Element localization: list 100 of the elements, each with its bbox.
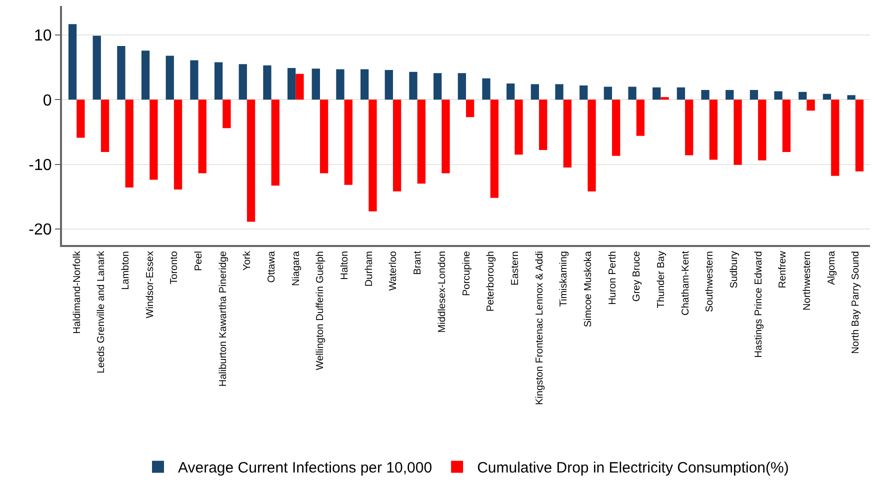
- bar: [750, 90, 758, 100]
- bar: [555, 84, 564, 100]
- x-tick-label: Peel: [194, 251, 205, 272]
- bar: [466, 100, 474, 118]
- bar: [344, 100, 352, 185]
- bar: [263, 65, 272, 100]
- bar: [604, 86, 612, 100]
- bar: [117, 46, 126, 100]
- bar: [222, 100, 231, 128]
- bar: [320, 100, 328, 174]
- x-tick-label: Ottawa: [266, 250, 278, 283]
- bar: [806, 100, 815, 111]
- bar: [652, 87, 661, 100]
- x-tick-label: Northwestern: [802, 251, 813, 310]
- bar: [563, 100, 572, 168]
- bar: [214, 62, 223, 100]
- x-tick-label: Toronto: [169, 250, 180, 284]
- bar: [384, 70, 393, 100]
- x-tick-label: Southwestern: [704, 251, 716, 312]
- x-tick-label: Hastings Prince Edward: [753, 251, 764, 358]
- x-tick-label: Grey Bruce: [632, 250, 643, 302]
- x-tick-label: Peterborough: [486, 251, 497, 312]
- x-tick-label: Durham: [364, 251, 375, 287]
- bar: [676, 87, 686, 100]
- bar: [238, 64, 247, 100]
- x-tick-label: Haldimand-Norfolk: [72, 250, 83, 334]
- x-tick-label: Lambton: [120, 251, 132, 290]
- bar: [782, 100, 791, 152]
- y-tick-label: 10: [34, 28, 52, 45]
- x-tick-label: Kingston Frontenac Lennox & Addi: [534, 251, 546, 405]
- bar: [442, 100, 450, 174]
- bar: [822, 94, 832, 100]
- bar: [831, 100, 840, 176]
- legend-label: Average Current Infections per 10,000: [178, 460, 432, 477]
- bar: [296, 74, 304, 100]
- bar: [798, 92, 807, 100]
- bar: [530, 84, 540, 100]
- bar: [141, 50, 150, 100]
- y-tick-label: -10: [28, 156, 52, 174]
- bar: [392, 100, 402, 192]
- bar: [701, 90, 710, 100]
- x-tick-label: Brant: [412, 250, 424, 275]
- bar: [458, 73, 466, 100]
- bar: [490, 100, 498, 198]
- bar: [636, 100, 645, 136]
- x-tick-label: Renfrew: [778, 250, 789, 288]
- x-tick-label: Waterloo: [388, 250, 400, 291]
- bar: [198, 100, 206, 174]
- bar: [368, 100, 377, 212]
- bar: [174, 100, 182, 190]
- bar: [847, 95, 856, 100]
- x-tick-label: Timiskaming: [558, 251, 570, 307]
- bar: [685, 100, 694, 156]
- x-tick-label: Algoma: [826, 250, 838, 285]
- bar: [68, 24, 77, 100]
- bar: [734, 100, 742, 165]
- bar: [506, 84, 515, 100]
- bar: [287, 68, 296, 100]
- bar: [125, 100, 134, 188]
- x-tick-label: Thunder Bay: [656, 251, 667, 308]
- bar: [774, 91, 782, 100]
- x-tick-label: Wellington Dufferin Guelph: [315, 251, 326, 370]
- bar: [360, 69, 369, 100]
- x-tick-label: Chatham-Kent: [680, 250, 692, 316]
- bar: [336, 69, 344, 100]
- bar: [100, 100, 110, 152]
- bar: [482, 78, 490, 100]
- bar: [628, 86, 636, 100]
- bar: [539, 100, 548, 150]
- bar: [726, 90, 734, 100]
- x-tick-label: Middlesex-London: [436, 251, 448, 333]
- bar: [612, 100, 620, 156]
- x-tick-label: North Bay Parry Sound: [850, 251, 862, 354]
- x-tick-label: Haliburton Kawartha Pineridge: [218, 250, 229, 387]
- x-tick-label: Halton: [340, 251, 351, 280]
- bar: [580, 85, 588, 100]
- bar: [417, 100, 426, 184]
- bar: [92, 36, 101, 100]
- x-tick-label: Porcupine: [461, 250, 472, 296]
- bar: [271, 100, 280, 186]
- bar: [190, 60, 198, 100]
- bar: [855, 100, 864, 172]
- x-tick-label: Sudbury: [728, 251, 740, 288]
- x-tick-label: Leeds Grenville and Lanark: [96, 250, 108, 374]
- legend-label: Cumulative Drop in Electricity Consumption(%): [477, 460, 789, 477]
- x-tick-label: Huron Perth: [607, 251, 618, 305]
- bar: [150, 100, 158, 180]
- bar: [514, 100, 523, 155]
- bar: [312, 68, 320, 100]
- bar: [409, 72, 418, 100]
- bar: [660, 97, 669, 100]
- bar: [246, 100, 256, 222]
- bar: [758, 100, 766, 160]
- y-tick-label: 0: [42, 92, 52, 110]
- x-tick-label: Simcoe Muskoka: [582, 250, 594, 328]
- y-tick-label: -20: [28, 221, 52, 238]
- bar: [166, 56, 174, 100]
- bar: [588, 100, 596, 192]
- x-tick-label: Windsor-Essex: [144, 251, 156, 318]
- x-tick-label: Eastern: [510, 251, 521, 286]
